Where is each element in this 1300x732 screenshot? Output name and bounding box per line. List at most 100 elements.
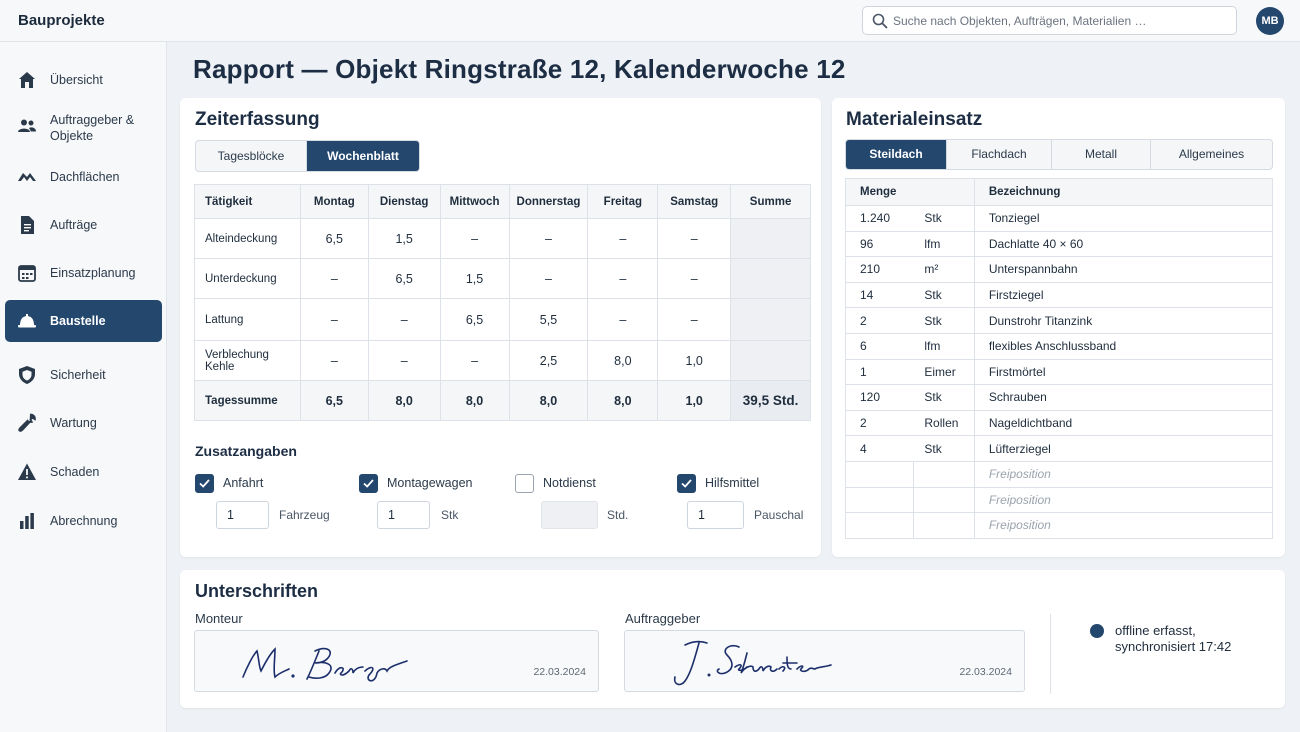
table-row[interactable]: 1.240 Stk Tonziegel bbox=[845, 205, 1274, 232]
total-cell: 8,0 bbox=[587, 380, 659, 421]
tab-tagesbloecke[interactable]: Tagesblöcke bbox=[196, 141, 307, 171]
tab-wochenblatt[interactable]: Wochenblatt bbox=[307, 141, 419, 171]
free-position-cell[interactable]: Freiposition bbox=[973, 486, 1274, 514]
table-row[interactable]: 14 Stk Firstziegel bbox=[845, 281, 1274, 309]
quantity-cell[interactable] bbox=[845, 460, 914, 488]
hours-cell[interactable]: – bbox=[587, 258, 659, 299]
hours-cell[interactable]: 1,5 bbox=[439, 258, 510, 299]
anfahrt-input[interactable] bbox=[216, 501, 269, 529]
monteur-signature-pad[interactable]: 22.03.2024 bbox=[194, 630, 599, 692]
hours-cell[interactable]: 8,0 bbox=[587, 340, 659, 381]
hours-cell[interactable]: – bbox=[508, 218, 589, 259]
hours-cell[interactable]: 1,5 bbox=[367, 218, 441, 259]
check-icon bbox=[681, 479, 692, 488]
free-row[interactable]: Freiposition bbox=[845, 460, 1274, 488]
hours-cell[interactable]: 6,5 bbox=[367, 258, 441, 299]
column-header: Montag bbox=[299, 184, 369, 219]
free-position-cell[interactable]: Freiposition bbox=[973, 460, 1274, 488]
hours-cell[interactable]: – bbox=[299, 340, 369, 381]
sum-cell bbox=[730, 218, 811, 259]
sidebar-item-schaden[interactable]: Schaden bbox=[5, 451, 162, 493]
monteur-signature-image bbox=[242, 647, 408, 682]
notdienst-unit: Std. bbox=[607, 508, 629, 522]
table-row[interactable]: 2 Stk Dunstrohr Titanzink bbox=[845, 307, 1274, 334]
free-position-cell[interactable]: Freiposition bbox=[973, 512, 1274, 539]
hilfsmittel-checkbox[interactable] bbox=[677, 474, 696, 493]
notdienst-checkbox[interactable] bbox=[515, 474, 534, 493]
avatar[interactable]: MB bbox=[1256, 7, 1284, 35]
anfahrt-checkbox[interactable] bbox=[195, 474, 214, 493]
hours-cell[interactable]: – bbox=[657, 298, 732, 341]
table-row: Lattung – – 6,5 5,5 – – bbox=[194, 298, 811, 341]
table-row[interactable]: 96 lfm Dachlatte 40 × 60 bbox=[845, 230, 1274, 258]
sidebar-item-dachflaechen[interactable]: Dachflächen bbox=[5, 156, 162, 198]
anfahrt-unit: Fahrzeug bbox=[279, 508, 330, 522]
montagewagen-input[interactable] bbox=[377, 501, 430, 529]
app-title[interactable]: Bauprojekte bbox=[18, 12, 105, 29]
hours-cell[interactable]: 5,5 bbox=[508, 298, 589, 341]
description-cell: Firstmörtel bbox=[973, 358, 1274, 386]
sidebar-item-label: Baustelle bbox=[50, 314, 106, 328]
sidebar-item-sicherheit[interactable]: Sicherheit bbox=[5, 354, 162, 396]
unit-cell[interactable] bbox=[912, 486, 975, 514]
description-cell: flexibles Anschlussband bbox=[973, 332, 1274, 360]
hours-cell[interactable]: 1,0 bbox=[657, 340, 732, 381]
quantity-cell[interactable] bbox=[845, 486, 914, 514]
notdienst-input[interactable] bbox=[541, 501, 598, 529]
sidebar-item-einsatzplanung[interactable]: Einsatzplanung bbox=[5, 252, 162, 294]
search-box[interactable] bbox=[862, 6, 1237, 35]
hours-cell[interactable]: 6,5 bbox=[299, 218, 369, 259]
table-row[interactable]: 120 Stk Schrauben bbox=[845, 384, 1274, 411]
hours-cell[interactable]: – bbox=[439, 340, 510, 381]
hours-cell[interactable]: – bbox=[657, 218, 732, 259]
tab-metall[interactable]: Metall bbox=[1052, 140, 1151, 169]
column-header: Tätigkeit bbox=[194, 184, 301, 219]
total-cell: 8,0 bbox=[439, 380, 510, 421]
hours-cell[interactable]: 2,5 bbox=[508, 340, 589, 381]
hours-cell[interactable]: – bbox=[657, 258, 732, 299]
unit-cell[interactable] bbox=[912, 460, 975, 488]
tab-steildach[interactable]: Steildach bbox=[846, 140, 947, 169]
auftraggeber-label: Auftraggeber bbox=[625, 611, 701, 626]
table-row[interactable]: 6 lfm flexibles Anschlussband bbox=[845, 332, 1274, 360]
hilfsmittel-input[interactable] bbox=[687, 501, 744, 529]
sidebar-item-abrechnung[interactable]: Abrechnung bbox=[5, 500, 162, 542]
quantity-cell[interactable] bbox=[845, 512, 914, 539]
activity-cell: Unterdeckung bbox=[194, 258, 301, 299]
table-row[interactable]: 1 Eimer Firstmörtel bbox=[845, 358, 1274, 386]
tab-allgemeines[interactable]: Allgemeines bbox=[1178, 147, 1245, 161]
montagewagen-label: Montagewagen bbox=[387, 476, 473, 490]
hours-cell[interactable]: – bbox=[299, 258, 369, 299]
hours-cell[interactable]: – bbox=[367, 298, 441, 341]
sidebar-item-auftraege[interactable]: Aufträge bbox=[5, 204, 162, 246]
sidebar-item-baustelle[interactable]: Baustelle bbox=[5, 300, 162, 342]
sidebar-item-auftraggeber[interactable]: Auftraggeber & Objekte bbox=[5, 105, 162, 147]
hours-cell[interactable]: – bbox=[299, 298, 369, 341]
hours-cell[interactable]: – bbox=[439, 218, 510, 259]
sum-cell bbox=[730, 298, 811, 341]
activity-cell: Verblechung Kehle bbox=[194, 340, 301, 381]
unit-cell[interactable] bbox=[912, 512, 975, 539]
quantity-cell: 6 bbox=[845, 332, 914, 360]
hours-cell[interactable]: – bbox=[587, 218, 659, 259]
hours-cell[interactable]: – bbox=[367, 340, 441, 381]
tab-flachdach[interactable]: Flachdach bbox=[947, 140, 1052, 169]
table-row[interactable]: 4 Stk Lüfterziegel bbox=[845, 435, 1274, 462]
hours-cell[interactable]: 6,5 bbox=[439, 298, 510, 341]
hours-cell[interactable]: – bbox=[587, 298, 659, 341]
free-row[interactable]: Freiposition bbox=[845, 486, 1274, 514]
sidebar-item-uebersicht[interactable]: Übersicht bbox=[5, 59, 162, 101]
montagewagen-checkbox[interactable] bbox=[359, 474, 378, 493]
sidebar-item-wartung[interactable]: Wartung bbox=[5, 402, 162, 444]
free-row[interactable]: Freiposition bbox=[845, 512, 1274, 539]
table-row[interactable]: 210 m² Unterspannbahn bbox=[845, 256, 1274, 283]
table-row[interactable]: 2 Rollen Nageldichtband bbox=[845, 409, 1274, 437]
sidebar-item-label: Schaden bbox=[50, 465, 100, 479]
search-input[interactable] bbox=[893, 10, 1223, 31]
document-icon bbox=[21, 216, 34, 234]
unit-cell: lfm bbox=[913, 332, 975, 360]
quantity-cell: 1.240 bbox=[845, 205, 914, 232]
auftraggeber-signature-pad[interactable]: 22.03.2024 bbox=[624, 630, 1025, 692]
hours-cell[interactable]: – bbox=[508, 258, 589, 299]
search-icon bbox=[872, 13, 888, 29]
